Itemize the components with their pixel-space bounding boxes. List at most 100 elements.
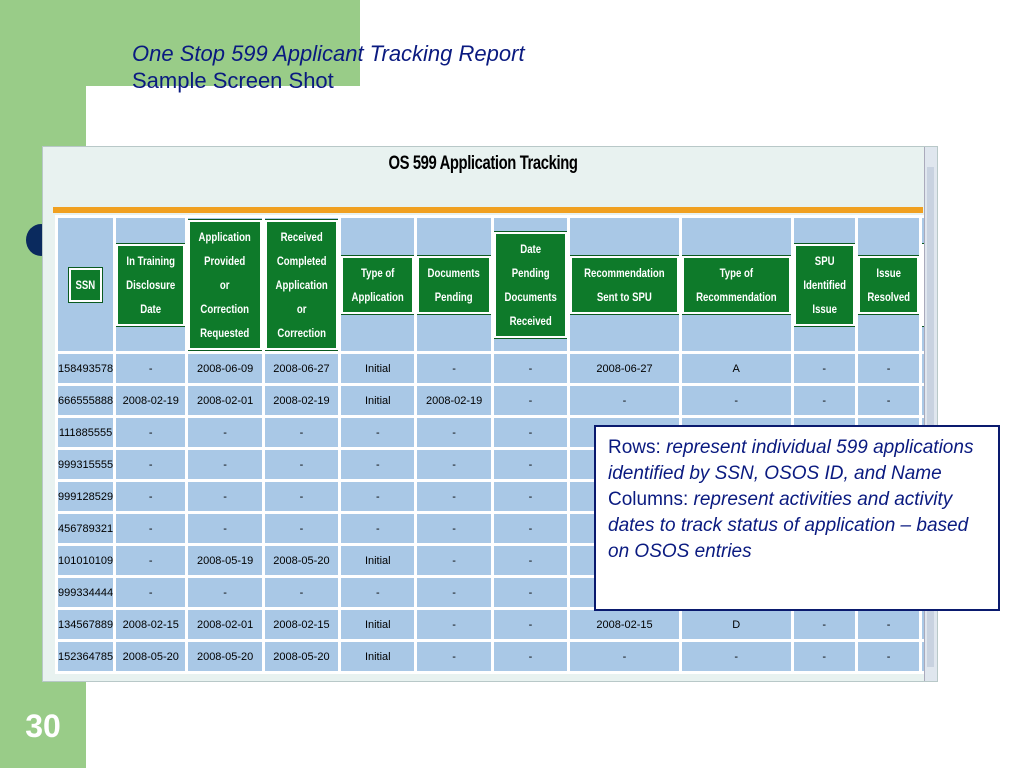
column-header-line: Disclosure: [126, 277, 176, 292]
table-cell: -: [341, 418, 415, 447]
column-header-line: Pending: [435, 289, 474, 304]
table-cell: -: [493, 418, 568, 447]
column-header: Type of Application: [341, 218, 415, 351]
column-header: Type of Recommendation: [681, 218, 791, 351]
table-cell: -: [570, 642, 679, 671]
table-cell: -: [417, 482, 491, 511]
column-header: SSN: [58, 218, 114, 351]
table-cell: 2008-02-19: [264, 386, 339, 415]
table-cell: 2008-02-01: [188, 610, 262, 639]
column-header-line: Date: [140, 301, 162, 316]
table-cell: -: [188, 578, 262, 607]
table-cell: -: [417, 354, 491, 383]
table-cell: -: [188, 418, 262, 447]
column-header-label: SSN: [68, 266, 103, 303]
table-row[interactable]: 134567889 2008-02-15 2008-02-01 2008-02-15 I…: [58, 610, 937, 639]
column-header-line: Correction: [200, 301, 250, 316]
table-cell: 2008-02-15: [570, 610, 679, 639]
column-header-line: Completed: [276, 253, 327, 268]
table-cell: -: [493, 642, 568, 671]
table-cell: 999315555: [58, 450, 114, 479]
scrollbar-thumb[interactable]: [927, 167, 934, 667]
column-header-line: SSN: [75, 277, 96, 292]
table-cell: -: [116, 546, 186, 575]
table-cell: 101010109: [58, 546, 114, 575]
table-cell: -: [493, 514, 568, 543]
column-header: SPU Identified Issue: [793, 218, 855, 351]
slide-title-line2: Sample Screen Shot: [132, 68, 334, 93]
table-cell: -: [793, 354, 855, 383]
callout-columns-text: represent activities and activity dates …: [608, 489, 969, 562]
table-cell: -: [493, 546, 568, 575]
slide-title-line1: One Stop 599 Applicant Tracking Report: [132, 41, 525, 66]
table-cell: -: [116, 578, 186, 607]
table-cell: 134567889: [58, 610, 114, 639]
column-header: Documents Pending: [417, 218, 491, 351]
table-cell: 456789321: [58, 514, 114, 543]
column-header-line: Pending: [511, 265, 550, 280]
table-cell: -: [116, 514, 186, 543]
table-cell: -: [341, 578, 415, 607]
table-cell: -: [264, 514, 339, 543]
column-header-line: Sent to SPU: [597, 289, 652, 304]
column-header-line: Recommendation: [695, 289, 777, 304]
table-cell: -: [417, 514, 491, 543]
column-header: Issue Resolved: [857, 218, 920, 351]
column-header-line: Correction: [277, 325, 326, 340]
column-header-line: Type of: [361, 265, 395, 280]
column-header-line: Identified: [802, 277, 846, 292]
table-cell: -: [793, 642, 855, 671]
table-cell: 158493578: [58, 354, 114, 383]
column-header-line: Received: [280, 229, 323, 244]
table-cell: -: [793, 386, 855, 415]
column-header: Received Completed Application or Correction: [264, 218, 339, 351]
table-cell: 2008-02-01: [188, 386, 262, 415]
table-cell: -: [341, 514, 415, 543]
table-row[interactable]: 158493578-2008-06-09 2008-06-27 Initial - -2…: [58, 354, 937, 383]
table-cell: -: [857, 386, 920, 415]
table-cell: A: [681, 354, 791, 383]
table-cell: -: [116, 482, 186, 511]
column-header-label: In Training Disclosure Date: [116, 242, 186, 327]
column-header-line: Date: [520, 241, 541, 256]
table-cell: -: [417, 578, 491, 607]
column-header-line: Type of: [719, 265, 753, 280]
callout-rows-label: Rows:: [608, 437, 661, 458]
table-row[interactable]: 666555888 2008-02-19 2008-02-01 2008-02-19 I…: [58, 386, 937, 415]
column-header-line: SPU: [814, 253, 835, 268]
table-cell: D: [681, 610, 791, 639]
table-cell: -: [264, 578, 339, 607]
column-header-label: Application Provided or Correction Requeste…: [188, 218, 262, 351]
table-cell: -: [493, 610, 568, 639]
table-cell: -: [493, 450, 568, 479]
orange-rule: [53, 207, 923, 213]
column-header-line: Resolved: [867, 289, 910, 304]
table-cell: 666555888: [58, 386, 114, 415]
table-cell: 2008-02-15: [264, 610, 339, 639]
table-cell: -: [264, 418, 339, 447]
slide-title: One Stop 599 Applicant Tracking Report S…: [132, 40, 525, 94]
table-cell: -: [857, 354, 920, 383]
table-cell: Initial: [341, 386, 415, 415]
table-cell: Initial: [341, 354, 415, 383]
table-cell: -: [417, 450, 491, 479]
table-cell: -: [116, 418, 186, 447]
column-header-line: In Training: [126, 253, 176, 268]
column-header: Recommendation Sent to SPU: [570, 218, 679, 351]
decor-curve: [86, 86, 146, 146]
table-header-row: SSN In Training Disclosure Date Application P…: [58, 218, 937, 351]
table-cell: 2008-06-27: [264, 354, 339, 383]
table-cell: Initial: [341, 546, 415, 575]
table-cell: -: [681, 642, 791, 671]
column-header-line: Application: [275, 277, 328, 292]
table-cell: -: [341, 482, 415, 511]
table-cell: 2008-06-27: [570, 354, 679, 383]
column-header-line: or: [296, 301, 307, 316]
table-cell: -: [857, 610, 920, 639]
column-header-line: Documents: [427, 265, 481, 280]
column-header-line: Application: [351, 289, 404, 304]
table-row[interactable]: 152364785 2008-05-20 2008-05-20 2008-05-20 I…: [58, 642, 937, 671]
table-cell: -: [857, 642, 920, 671]
table-cell: -: [681, 386, 791, 415]
column-header-line: Requested: [200, 325, 250, 340]
